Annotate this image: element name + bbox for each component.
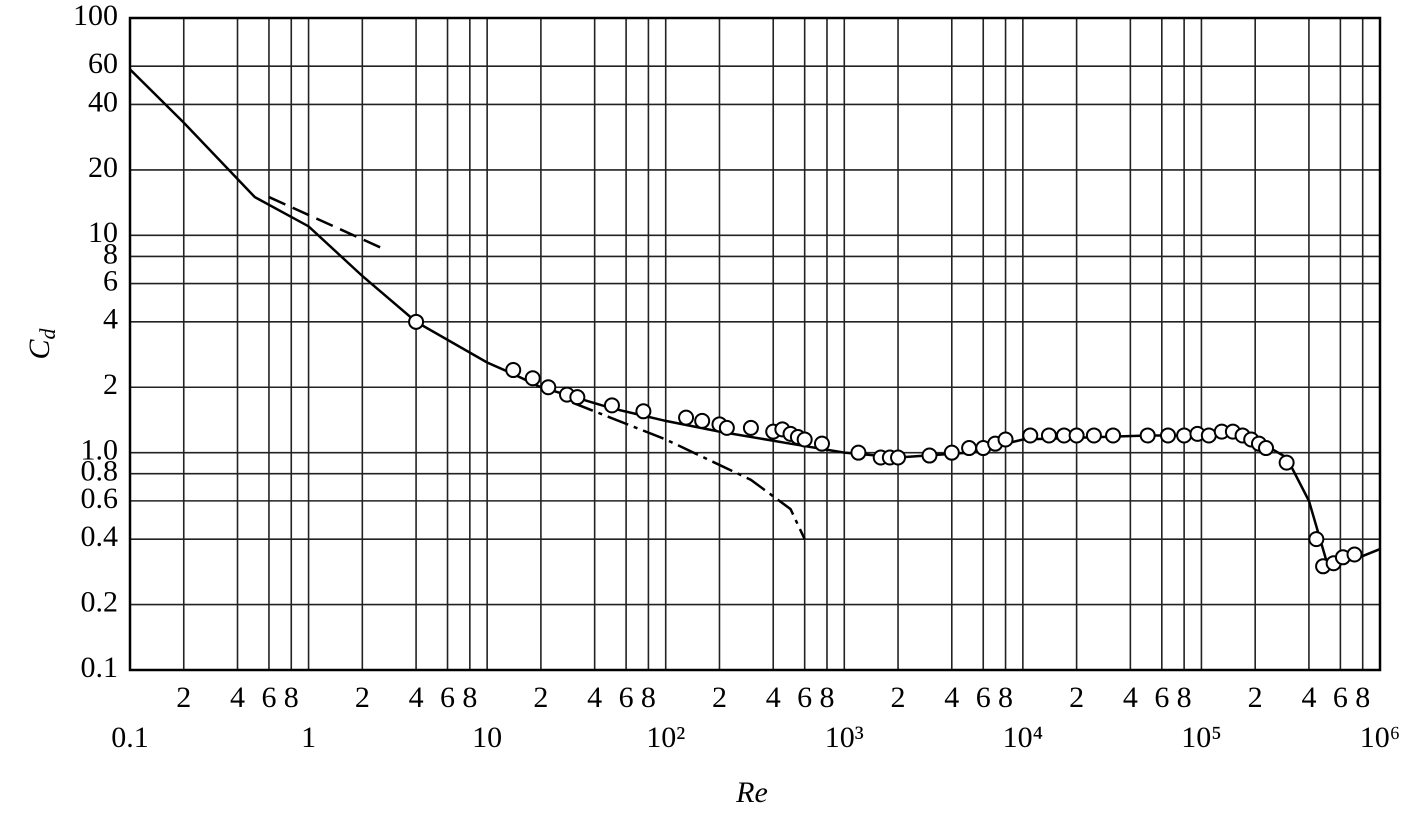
- y-tick-label: 0.4: [81, 520, 119, 553]
- data-point: [1040, 427, 1057, 444]
- y-tick-label: 60: [88, 47, 118, 80]
- x-tick-label: 4: [1123, 681, 1138, 714]
- y-tick-label: 0.1: [81, 651, 119, 684]
- curve: [268, 195, 384, 250]
- x-tick-label: 8: [1355, 681, 1370, 714]
- y-tick-label: 1.0: [81, 434, 119, 467]
- y-tick-label: 6: [103, 264, 118, 297]
- x-tick-label: 2: [1069, 681, 1084, 714]
- data-point: [742, 419, 759, 436]
- x-tick-label: 8: [641, 681, 656, 714]
- x-tick-label: 6: [440, 681, 455, 714]
- x-tick-label: 2: [712, 681, 727, 714]
- x-tick-label: 1: [301, 721, 316, 754]
- data-point: [505, 362, 522, 379]
- data-point: [890, 449, 907, 466]
- x-tick-label: 10²: [646, 721, 685, 754]
- data-point: [635, 403, 652, 420]
- x-tick-label: 2: [533, 681, 548, 714]
- data-point: [678, 409, 695, 426]
- x-tick-label: 10⁵: [1181, 721, 1221, 754]
- x-tick-label: 2: [891, 681, 906, 714]
- data-point: [408, 313, 425, 330]
- x-tick-label: 8: [462, 681, 477, 714]
- data-point: [540, 379, 557, 396]
- data-point: [694, 412, 711, 429]
- y-tick-label: 10: [88, 216, 118, 249]
- x-tick-label: 4: [230, 681, 245, 714]
- x-tick-label: 2: [176, 681, 191, 714]
- x-tick-label: 8: [819, 681, 834, 714]
- y-tick-label: 0.6: [81, 482, 119, 515]
- curve: [129, 68, 1381, 562]
- data-point: [796, 431, 813, 448]
- data-point: [1085, 427, 1102, 444]
- data-point: [1139, 427, 1156, 444]
- data-point: [718, 419, 735, 436]
- y-tick-label: 40: [88, 85, 118, 118]
- x-tick-label: 6: [1154, 681, 1169, 714]
- y-axis-label: Cd: [23, 327, 60, 359]
- data-point: [961, 440, 978, 457]
- x-tick-label: 8: [284, 681, 299, 714]
- y-tick-label: 4: [103, 303, 118, 336]
- y-axis-label-sub: d: [35, 327, 60, 339]
- x-tick-label: 4: [944, 681, 959, 714]
- y-tick-label: 0.2: [81, 585, 119, 618]
- x-tick-label: 4: [766, 681, 781, 714]
- data-point: [603, 397, 620, 414]
- x-tick-label: 10⁴: [1003, 721, 1043, 754]
- y-tick-label: 0.8: [81, 455, 119, 488]
- x-tick-label: 4: [1301, 681, 1316, 714]
- data-point: [943, 444, 960, 461]
- y-tick-label: 2: [103, 368, 118, 401]
- data-point: [1308, 531, 1325, 548]
- data-point: [1160, 427, 1177, 444]
- data-point: [1258, 440, 1275, 457]
- y-tick-label: 100: [73, 0, 118, 32]
- x-tick-label: 10: [472, 721, 502, 754]
- x-tick-label: 0.1: [111, 721, 149, 754]
- x-tick-label: 6: [976, 681, 991, 714]
- data-point: [1346, 546, 1363, 563]
- data-point: [524, 370, 541, 387]
- data-point: [921, 447, 938, 464]
- x-tick-label: 10⁶: [1360, 721, 1400, 754]
- data-point: [813, 435, 830, 452]
- plot-frame: [128, 16, 1382, 672]
- x-axis-label: Re: [735, 776, 768, 809]
- data-point: [1068, 427, 1085, 444]
- data-point: [1200, 427, 1217, 444]
- data-point: [1278, 454, 1295, 471]
- data-point: [1105, 427, 1122, 444]
- x-tick-label: 6: [797, 681, 812, 714]
- y-axis-label-main: C: [23, 339, 56, 360]
- x-tick-label: 6: [1333, 681, 1348, 714]
- x-tick-label: 6: [261, 681, 276, 714]
- x-tick-label: 4: [409, 681, 424, 714]
- y-tick-label: 8: [103, 237, 118, 270]
- data-point: [1176, 427, 1193, 444]
- data-point: [850, 444, 867, 461]
- x-tick-label: 8: [1177, 681, 1192, 714]
- x-tick-label: 2: [1248, 681, 1263, 714]
- x-tick-label: 10³: [825, 721, 864, 754]
- data-point: [1022, 427, 1039, 444]
- data-point: [569, 389, 586, 406]
- x-tick-label: 6: [619, 681, 634, 714]
- x-tick-label: 4: [587, 681, 602, 714]
- y-tick-label: 20: [88, 151, 118, 184]
- x-tick-label: 8: [998, 681, 1013, 714]
- x-tick-label: 2: [355, 681, 370, 714]
- curve: [571, 401, 806, 540]
- data-point: [997, 431, 1014, 448]
